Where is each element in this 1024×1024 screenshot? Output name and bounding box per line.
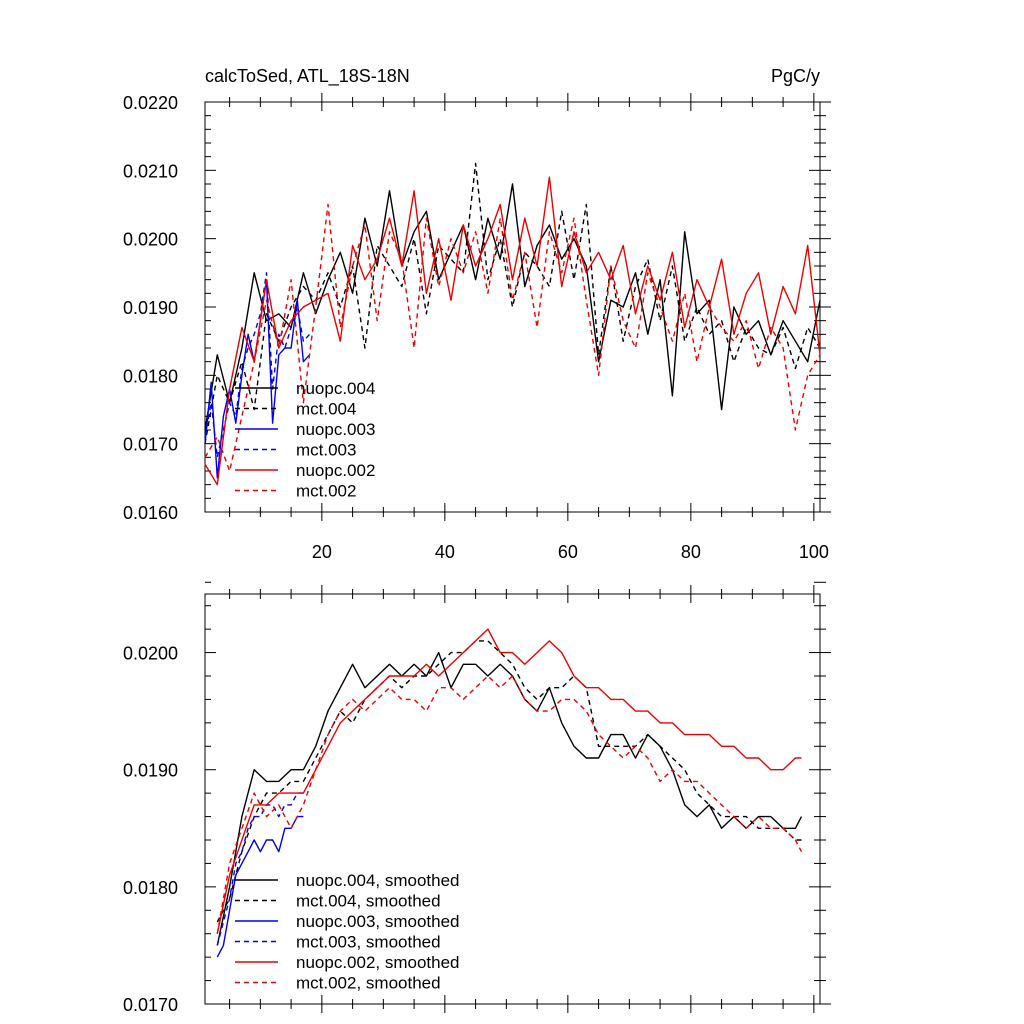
top-y-tick-label: 0.0180 (123, 366, 178, 386)
top-series-line (204, 176, 821, 486)
top-y-tick-label: 0.0200 (123, 230, 178, 250)
top-series-line (204, 162, 821, 444)
bottom-legend-label: nuopc.003, smoothed (296, 912, 460, 931)
bottom-series-line (216, 815, 304, 958)
top-y-tick-label: 0.0220 (123, 93, 178, 113)
bottom-y-tick-label: 0.0170 (123, 995, 178, 1015)
bottom-y-tick-label: 0.0190 (123, 761, 178, 781)
top-legend-label: mct.004 (296, 400, 356, 419)
top-legend-label: nuopc.003 (296, 420, 375, 439)
top-legend-label: mct.002 (296, 482, 356, 501)
top-y-tick-label: 0.0170 (123, 435, 178, 455)
bottom-legend-label: nuopc.004, smoothed (296, 871, 460, 890)
bottom-y-tick-label: 0.0200 (123, 644, 178, 664)
bottom-plot-area: 0.0170 0.0180 0.0190 0.0200 nuopc.004, smoot… (123, 581, 831, 1015)
top-x-tick-label: 20 (312, 542, 332, 562)
bottom-legend-label: mct.004, smoothed (296, 892, 441, 911)
top-x-tick-label: 80 (681, 542, 701, 562)
top-y-tick-label: 0.0160 (123, 503, 178, 523)
top-legend-label: nuopc.004 (296, 379, 375, 398)
top-y-tick-label: 0.0210 (123, 161, 178, 181)
top-legend-label: mct.003 (296, 441, 356, 460)
top-plot-area: 20 40 60 80 100 0.0160 0.0170 0.0180 0.0190 0.020… (123, 93, 831, 562)
top-panel-title: calcToSed, ATL_18S-18N (205, 66, 410, 87)
bottom-legend-label: nuopc.002, smoothed (296, 953, 460, 972)
bottom-panel: 0.0170 0.0180 0.0190 0.0200 nuopc.004, smoot… (123, 581, 831, 1015)
top-x-tick-label: 40 (435, 542, 455, 562)
top-panel: calcToSed, ATL_18S-18N PgC/y 20 40 60 80 100… (123, 66, 831, 562)
bottom-series-line (216, 675, 803, 934)
top-x-tick-label: 100 (799, 542, 829, 562)
bottom-series-line (216, 792, 304, 946)
top-series-line (204, 183, 821, 431)
top-x-tick-label: 60 (558, 542, 578, 562)
bottom-legend-label: mct.003, smoothed (296, 933, 441, 952)
top-panel-units: PgC/y (771, 66, 820, 86)
bottom-legend-label: mct.002, smoothed (296, 974, 441, 993)
bottom-plot-frame (204, 593, 821, 1005)
top-legend-label: nuopc.002 (296, 461, 375, 480)
bottom-y-tick-label: 0.0180 (123, 878, 178, 898)
top-y-tick-label: 0.0190 (123, 298, 178, 318)
top-series-line (204, 272, 311, 458)
